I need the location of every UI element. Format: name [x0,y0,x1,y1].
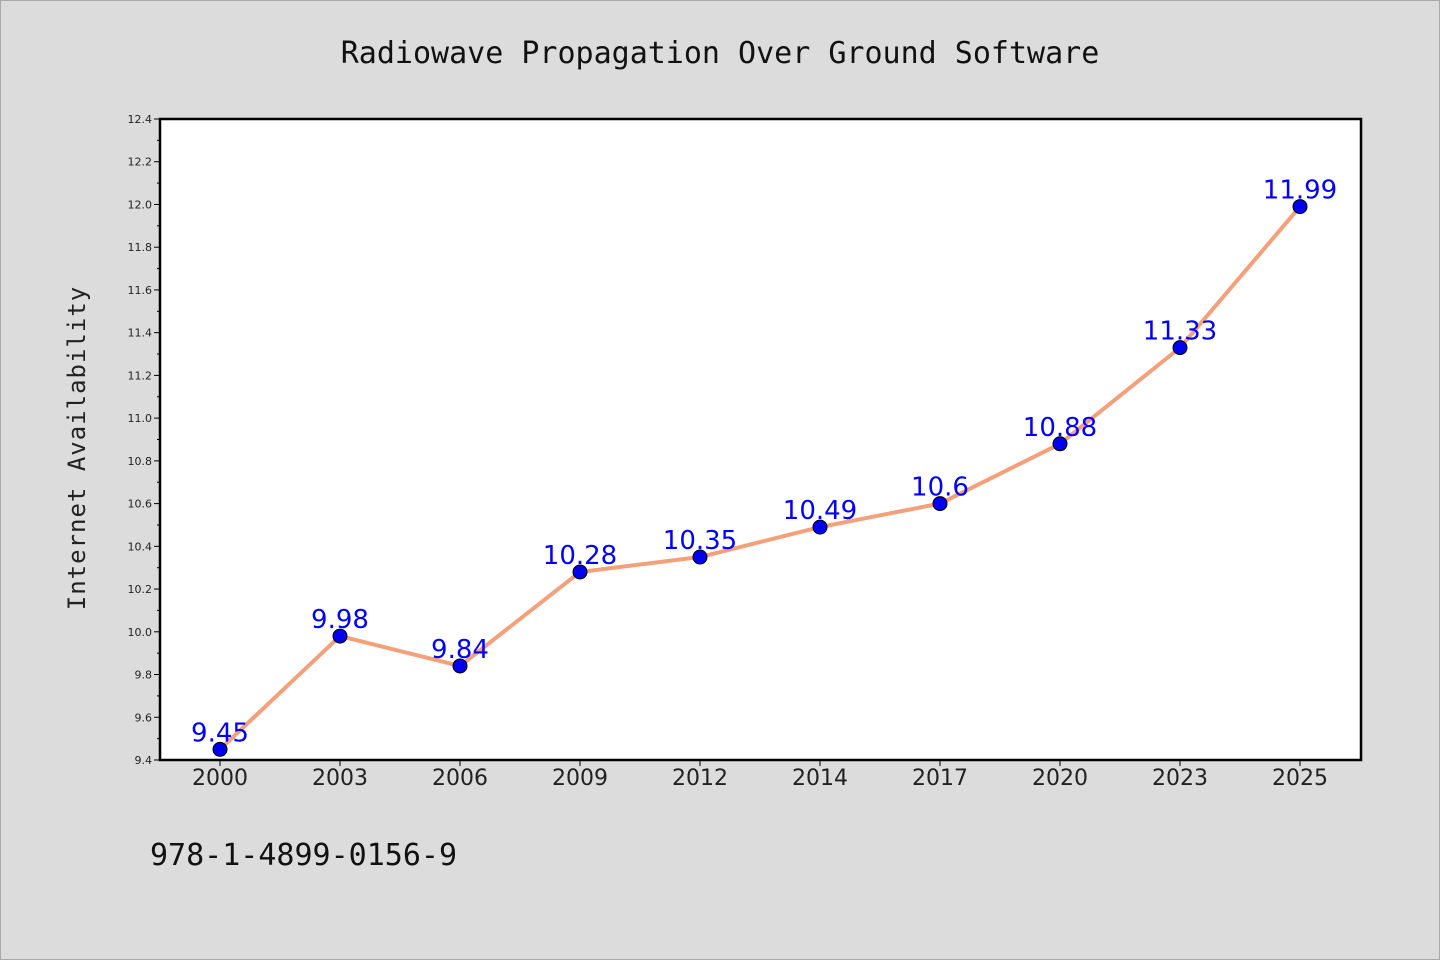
y-tick-label: 11.4 [128,327,153,340]
y-tick-label: 10.6 [128,498,153,511]
y-axis-label: Internet Availability [63,286,91,610]
y-tick-label: 11.0 [128,412,153,425]
y-tick-label: 12.0 [128,198,153,211]
data-label: 11.99 [1263,176,1337,206]
y-tick-label: 11.2 [128,369,153,382]
y-tick-label: 12.4 [128,113,153,126]
x-tick-label: 2006 [432,766,488,791]
data-label: 11.33 [1143,317,1217,347]
data-label: 10.88 [1023,413,1097,443]
x-tick-label: 2000 [192,766,248,791]
y-tick-label: 10.2 [128,583,153,596]
plot-area [158,117,1363,762]
y-tick-label: 11.8 [128,241,153,254]
x-tick-label: 2014 [792,766,848,791]
x-tick-label: 2017 [912,766,968,791]
x-tick-label: 2023 [1152,766,1208,791]
data-labels: 9.45 9.98 9.84 10.28 10.35 10.49 10.6 10.88 11.3… [191,176,1337,749]
data-point [812,519,828,535]
data-point [1052,436,1068,452]
data-point [452,658,468,674]
x-tick-label: 2012 [672,766,728,791]
y-tick-label: 10.8 [128,455,153,468]
y-tick-label: 10.0 [128,626,153,639]
data-point [692,549,708,565]
data-point [212,741,228,757]
y-tick-label: 10.4 [128,540,153,553]
y-tick-label: 12.2 [128,156,153,169]
y-tick-label: 9.6 [135,711,153,724]
x-axis-ticks: 2000 2003 2006 2009 2012 2014 2017 2020 2023 2025 [192,760,1328,791]
data-point [572,564,588,580]
x-tick-label: 2020 [1032,766,1088,791]
y-tick-label: 9.8 [135,669,153,682]
data-point [332,628,348,644]
y-tick-label: 9.4 [135,754,153,767]
x-tick-label: 2003 [312,766,368,791]
data-point [1172,340,1188,356]
data-markers [212,199,1308,757]
data-label: 9.98 [311,605,369,635]
data-label: 10.28 [543,541,617,571]
series-line [218,204,1302,752]
data-point [1292,199,1308,215]
data-label: 10.6 [911,473,969,503]
x-tick-label: 2025 [1272,766,1328,791]
data-label: 9.84 [431,635,489,665]
isbn-footer: 978-1-4899-0156-9 [150,838,457,873]
y-tick-label: 11.6 [128,284,153,297]
data-label: 10.49 [783,496,857,526]
data-label: 10.35 [663,526,737,556]
chart-title: Radiowave Propagation Over Ground Softwa… [341,36,1100,71]
x-tick-label: 2009 [552,766,608,791]
series-line-group [218,204,1302,752]
data-label: 9.45 [191,718,249,748]
y-axis-ticks: 9.4 9.6 9.8 10.0 10.2 10.4 10.6 10.8 11.0 11.2 11.… [128,113,160,767]
data-point [932,496,948,512]
